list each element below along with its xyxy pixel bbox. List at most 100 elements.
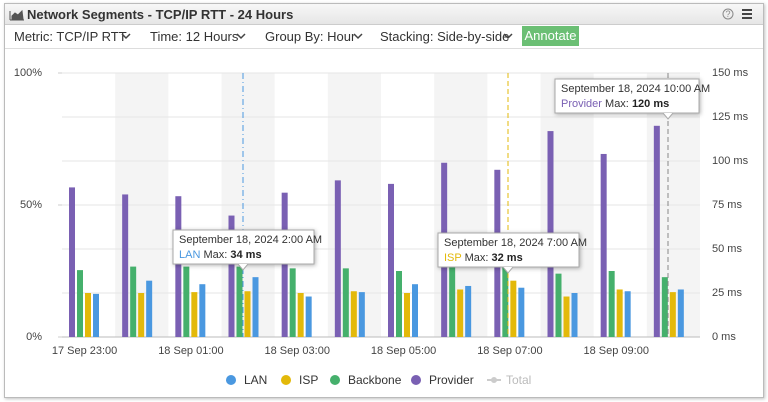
tooltip-series: Provider — [561, 98, 602, 110]
tooltip-body: Provider Max: 120 ms — [561, 98, 669, 110]
bar — [85, 293, 91, 337]
bar — [669, 292, 676, 337]
tooltip-label: Max: — [465, 252, 489, 264]
x-tick-label: 17 Sep 23:00 — [52, 345, 117, 357]
toolbar: Metric: TCP/IP RTT Time: 12 Hours Group … — [5, 25, 763, 49]
bar — [510, 280, 517, 337]
bar — [175, 196, 182, 337]
bar — [396, 271, 402, 337]
y-tick-label: 0% — [26, 331, 42, 343]
bar — [388, 183, 394, 337]
bar — [297, 293, 304, 337]
legend-marker — [330, 375, 340, 385]
bar — [183, 266, 190, 337]
chart-icon — [9, 9, 24, 21]
y2-tick-label: 125 ms — [712, 111, 749, 123]
tooltip-title: September 18, 2024 2:00 AM — [179, 234, 322, 246]
y2-tick-label: 25 ms — [712, 287, 742, 299]
chevron — [353, 33, 363, 40]
bar — [616, 289, 623, 337]
bar — [281, 192, 288, 337]
legend-label: LAN — [244, 373, 267, 387]
y2-tick-label: 75 ms — [712, 199, 742, 211]
tooltip-label: Max: — [605, 98, 629, 110]
bar — [236, 266, 243, 337]
bar — [465, 285, 472, 337]
x-tick-label: 18 Sep 03:00 — [265, 345, 330, 357]
chevron — [121, 33, 131, 40]
x-tick-label: 18 Sep 07:00 — [477, 345, 542, 357]
tooltip-pointer — [502, 266, 514, 274]
bar — [358, 292, 365, 337]
chevron — [236, 33, 246, 40]
bar — [342, 268, 349, 337]
y-tick-label: 100% — [14, 67, 42, 79]
tooltip-series: LAN — [179, 249, 200, 261]
bar — [69, 187, 75, 337]
bar — [334, 180, 341, 337]
tooltip-title: September 18, 2024 10:00 AM — [561, 83, 710, 95]
legend-label: ISP — [299, 373, 318, 387]
y2-tick-label: 50 ms — [712, 243, 742, 255]
bar — [653, 125, 660, 337]
x-tick-label: 18 Sep 01:00 — [158, 345, 223, 357]
annotate-button[interactable]: Annotate — [522, 26, 579, 46]
y2-tick-label: 0 ms — [712, 331, 736, 343]
bar — [608, 271, 615, 337]
x-tick-label: 18 Sep 05:00 — [371, 345, 436, 357]
stacking-dropdown[interactable]: Stacking: Side-by-side — [380, 29, 510, 44]
x-tick-label: 18 Sep 09:00 — [584, 345, 649, 357]
bar — [93, 293, 99, 337]
legend-label: Provider — [429, 373, 474, 387]
widget-header: Network Segments - TCP/IP RTT - 24 Hours… — [5, 4, 763, 25]
bar — [563, 296, 570, 337]
legend-marker — [491, 377, 497, 383]
y2-tick-label: 150 ms — [712, 67, 749, 79]
bar — [518, 287, 525, 337]
bar — [138, 293, 145, 337]
widget-frame — [4, 3, 764, 398]
bar — [571, 293, 578, 337]
tooltip-pointer — [237, 263, 249, 271]
bar — [146, 280, 153, 337]
legend-marker — [226, 375, 236, 385]
tooltip-value: 34 ms — [230, 249, 261, 261]
bar — [289, 268, 296, 337]
bar — [77, 270, 83, 337]
tooltip-label: Max: — [203, 249, 227, 261]
legend-label: Total — [506, 373, 531, 387]
help-icon[interactable]: ? — [722, 8, 734, 20]
tooltip-title: September 18, 2024 7:00 AM — [444, 237, 587, 249]
bar — [244, 291, 251, 337]
tooltip-body: ISP Max: 32 ms — [444, 252, 523, 264]
bar — [305, 296, 312, 337]
tooltip-value: 32 ms — [492, 252, 523, 264]
chevron — [503, 33, 513, 40]
group-by-dropdown[interactable]: Group By: Hour — [265, 29, 356, 44]
tooltip-value: 120 ms — [632, 98, 669, 110]
bar — [661, 277, 668, 337]
bar — [130, 266, 137, 337]
metric-dropdown[interactable]: Metric: TCP/IP RTT — [14, 29, 127, 44]
tooltip: September 18, 2024 10:00 AM Provider Max:… — [554, 78, 710, 120]
bar — [404, 293, 410, 337]
y2-tick-label: 100 ms — [712, 155, 749, 167]
bar — [122, 194, 129, 337]
bar — [677, 289, 684, 337]
bar — [412, 284, 418, 337]
bar — [449, 263, 456, 337]
y-tick-label: 50% — [20, 199, 42, 211]
legend-marker — [411, 375, 421, 385]
tooltip: September 18, 2024 2:00 AM LAN Max: 34 ms — [172, 229, 322, 271]
bar — [252, 277, 259, 337]
bar — [600, 153, 607, 337]
time-dropdown[interactable]: Time: 12 Hours — [150, 29, 239, 44]
tooltip-pointer — [662, 112, 674, 120]
widget-title: Network Segments - TCP/IP RTT - 24 Hours — [27, 7, 294, 22]
menu-icon[interactable] — [741, 8, 753, 20]
svg-text:?: ? — [725, 9, 730, 19]
tooltip-series: ISP — [444, 252, 462, 264]
legend-marker — [281, 375, 291, 385]
